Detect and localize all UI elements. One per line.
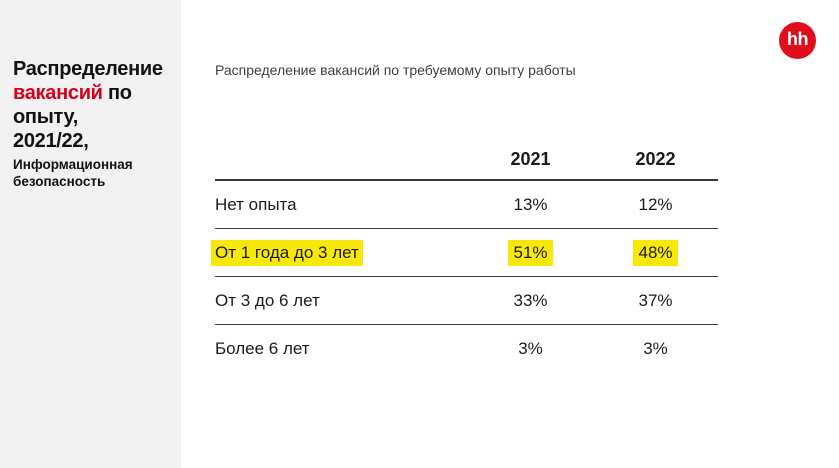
- slide-title-line: Распределение: [13, 57, 169, 81]
- slide-title: Распределение вакансий по опыту, 2021/22…: [13, 57, 169, 153]
- value-cell-2021: 33%: [468, 291, 593, 311]
- column-header-2022: 2022: [635, 149, 676, 169]
- slide-title-text: 2021/22,: [13, 130, 89, 152]
- slide-title-text: Распределение: [13, 58, 163, 80]
- slide-title-line: опыту,: [13, 105, 169, 129]
- table-header-row: 2021 2022: [215, 140, 718, 181]
- value-cell-2022: 37%: [593, 291, 718, 311]
- value-cell-2021: 3%: [468, 339, 593, 359]
- table-row: Нет опыта 13% 12%: [215, 181, 718, 229]
- slide-title-line: вакансий по: [13, 81, 169, 105]
- row-label-text: От 1 года до 3 лет: [211, 239, 363, 266]
- value-text: 51%: [508, 239, 553, 266]
- value-text: 33%: [513, 290, 548, 310]
- slide-title-text: опыту,: [13, 106, 79, 128]
- value-cell-2022: 3%: [593, 339, 718, 359]
- slide-title-line: 2021/22,: [13, 129, 169, 153]
- row-label-text: Нет опыта: [215, 194, 297, 214]
- value-text: 12%: [638, 194, 673, 214]
- row-label: От 3 до 6 лет: [215, 291, 468, 311]
- value-cell-2021: 13%: [468, 195, 593, 215]
- hh-logo-text: hh: [787, 28, 809, 49]
- value-text: 3%: [518, 338, 543, 358]
- row-label: Более 6 лет: [215, 339, 468, 359]
- hh-logo: hh: [779, 22, 816, 59]
- value-text: 48%: [633, 239, 678, 266]
- value-cell-2021: 51%: [468, 239, 593, 266]
- row-label-text: От 3 до 6 лет: [215, 290, 320, 310]
- row-label-text: Более 6 лет: [215, 338, 310, 358]
- table-row: От 3 до 6 лет 33% 37%: [215, 277, 718, 325]
- table-row: От 1 года до 3 лет 51% 48%: [211, 229, 718, 277]
- value-text: 13%: [513, 194, 548, 214]
- row-label: От 1 года до 3 лет: [211, 239, 468, 266]
- column-header-2021: 2021: [510, 149, 551, 169]
- row-label: Нет опыта: [215, 195, 468, 215]
- slide-subtitle: Информационная безопасность: [13, 157, 133, 189]
- value-text: 37%: [638, 290, 673, 310]
- value-cell-2022: 48%: [593, 239, 718, 266]
- table-caption: Распределение вакансий по требуемому опы…: [215, 62, 576, 78]
- value-text: 3%: [643, 338, 668, 358]
- experience-table: 2021 2022 Нет опыта 13% 12% От 1 года до…: [211, 140, 718, 372]
- value-cell-2022: 12%: [593, 195, 718, 215]
- slide-title-accent-text: вакансий: [13, 82, 103, 104]
- sidebar: Распределение вакансий по опыту, 2021/22…: [0, 0, 181, 468]
- slide-title-text: по: [102, 82, 132, 104]
- table-row: Более 6 лет 3% 3%: [215, 325, 718, 372]
